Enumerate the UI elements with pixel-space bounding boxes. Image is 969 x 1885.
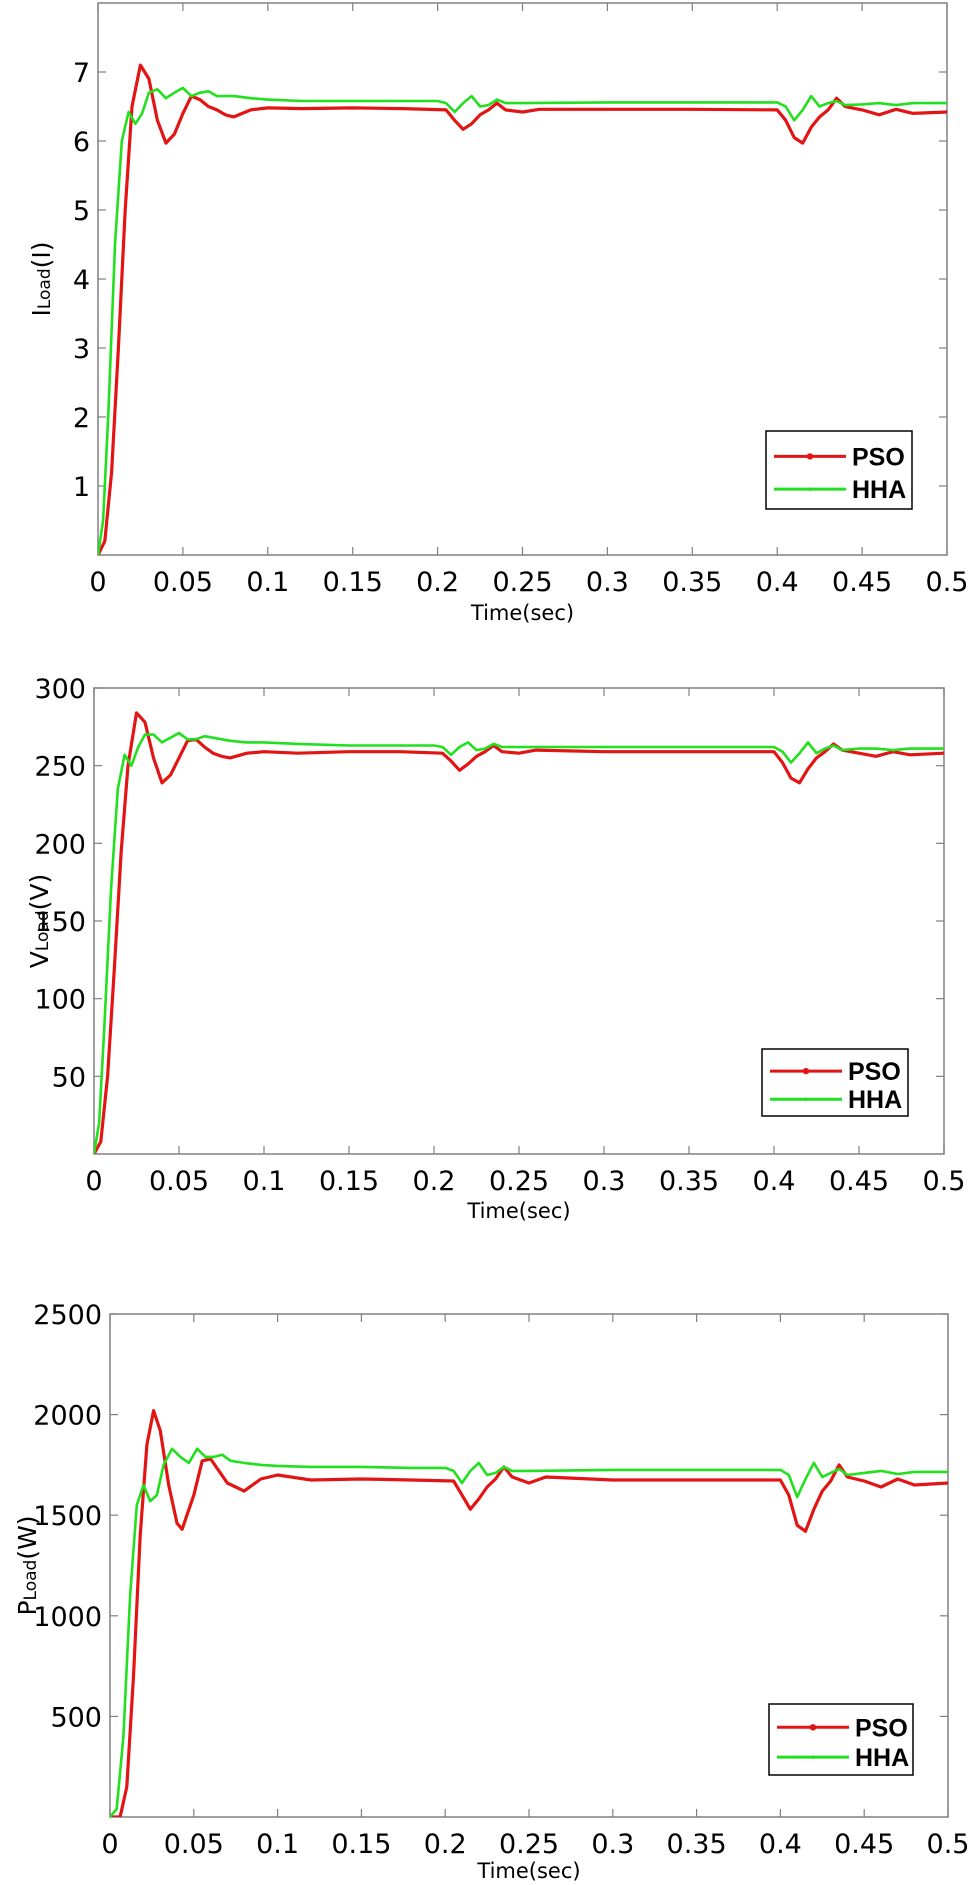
y-tick-label: 250 [34,752,86,783]
legend-label-pso: PSO [855,1714,908,1742]
x-tick-label: 0.05 [149,1166,209,1197]
x-tick-label: 0.45 [829,1166,889,1197]
chart-load-voltage: 0 0.05 0.1 0.15 0.2 0.25 0.3 0.35 0.4 0.45 0.5 50 10… [0,640,969,1260]
y-tick-label: 1500 [33,1501,102,1532]
y-axis-label: VLoad(V) [25,874,54,969]
legend-marker-icon [808,487,812,491]
x-tick-label: 0.4 [753,1166,796,1197]
y-tick-label: 6 [73,127,90,158]
x-tick-label: 0.1 [246,567,289,598]
x-tick-label: 0.25 [499,1829,559,1860]
legend-label-pso: PSO [852,443,905,471]
y-tick-label: 1000 [33,1602,102,1633]
legend-label-pso: PSO [848,1058,901,1086]
x-tick-label: 0.2 [413,1166,456,1197]
x-tick-label: 0.5 [923,1166,966,1197]
legend-marker-icon [811,1755,815,1759]
x-tick-label: 0.2 [416,567,459,598]
legend-label-hha: HHA [852,476,906,504]
legend-marker-icon [809,1724,817,1731]
x-tick-label: 0.2 [424,1829,467,1860]
x-axis-label: Time(sec) [470,601,574,625]
legend-label-hha: HHA [848,1086,902,1114]
y-tick-label: 150 [34,907,86,938]
x-tick-label: 0 [101,1829,118,1860]
legend-marker-icon [804,1097,808,1102]
y-tick-label: 3 [73,334,90,365]
y-label-subscript: Load [33,910,53,951]
y-label-main: I [27,309,56,316]
x-tick-label: 0.35 [659,1166,719,1197]
series-line-hha [98,86,947,555]
chart-load-current-plot: 0 0.05 0.1 0.15 0.2 0.25 0.3 0.35 0.4 0.45 0.5 1 2 3 4… [27,2,969,625]
x-tick-label: 0.35 [662,567,722,598]
x-tick-label: 0.05 [164,1829,224,1860]
series-line-pso [98,63,947,555]
y-label-main: P [13,1600,42,1615]
y-label-subscript: Load [35,268,55,309]
x-tick-label: 0.45 [834,1829,894,1860]
x-tick-label: 0.1 [256,1829,299,1860]
y-axis-label: PLoad(W) [13,1515,42,1615]
x-tick-label: 0.5 [926,567,969,598]
x-tick-label: 0.4 [759,1829,802,1860]
y-tick-label: 2500 [33,1300,102,1331]
y-tick-label: 2000 [33,1401,102,1432]
legend: PSO HHA [765,430,913,510]
series-line-hha [110,1447,948,1817]
x-tick-label: 0.25 [489,1166,549,1197]
y-tick-label: 200 [34,829,86,860]
x-tick-label: 0.15 [331,1829,391,1860]
legend-box [765,430,913,510]
x-tick-label: 0.5 [927,1829,969,1860]
y-label-unit: (I) [27,241,56,268]
y-tick-label: 2 [73,403,90,434]
y-tick-label: 300 [34,674,86,705]
legend-marker-icon [802,1067,810,1075]
y-tick-label: 500 [50,1702,102,1733]
series-line-pso [94,711,944,1154]
y-tick-label: 100 [34,985,86,1016]
series-line-pso [110,1409,948,1817]
y-label-main: V [25,951,54,968]
chart-load-power-plot: 0 0.05 0.1 0.15 0.2 0.25 0.3 0.35 0.4 0.45 0.5 500 1… [13,1300,969,1883]
x-tick-label: 0.3 [583,1166,626,1197]
y-label-unit: (V) [25,874,54,911]
x-tick-label: 0 [89,567,106,598]
legend-box [768,1703,914,1776]
legend-marker-icon [806,453,814,460]
x-tick-label: 0.1 [243,1166,286,1197]
y-axis-label: ILoad(I) [27,241,56,316]
x-tick-label: 0 [85,1166,102,1197]
x-tick-label: 0.15 [323,567,383,598]
x-axis-label: Time(sec) [466,1199,570,1223]
chart-load-current: 0 0.05 0.1 0.15 0.2 0.25 0.3 0.35 0.4 0.45 0.5 1 2 3 4… [0,0,969,640]
x-tick-label: 0.3 [591,1829,634,1860]
chart-load-voltage-plot: 0 0.05 0.1 0.15 0.2 0.25 0.3 0.35 0.4 0.45 0.5 50 10… [25,674,966,1223]
y-tick-label: 4 [73,265,90,296]
y-tick-label: 5 [73,196,90,227]
legend-box [761,1048,909,1117]
x-tick-label: 0.4 [756,567,799,598]
x-tick-label: 0.25 [492,567,552,598]
series-line-hha [94,731,944,1154]
chart-load-power: 0 0.05 0.1 0.15 0.2 0.25 0.3 0.35 0.4 0.45 0.5 500 1… [0,1260,969,1885]
x-tick-label: 0.35 [667,1829,727,1860]
x-tick-label: 0.3 [586,567,629,598]
x-tick-label: 0.05 [153,567,213,598]
y-label-subscript: Load [21,1560,41,1601]
y-tick-label: 50 [52,1062,86,1093]
y-tick-label: 7 [73,58,90,89]
legend-label-hha: HHA [855,1744,909,1772]
y-label-unit: (W) [13,1515,42,1559]
x-axis-label: Time(sec) [476,1859,580,1883]
x-tick-label: 0.15 [319,1166,379,1197]
y-tick-label: 1 [73,472,90,503]
x-tick-label: 0.45 [832,567,892,598]
